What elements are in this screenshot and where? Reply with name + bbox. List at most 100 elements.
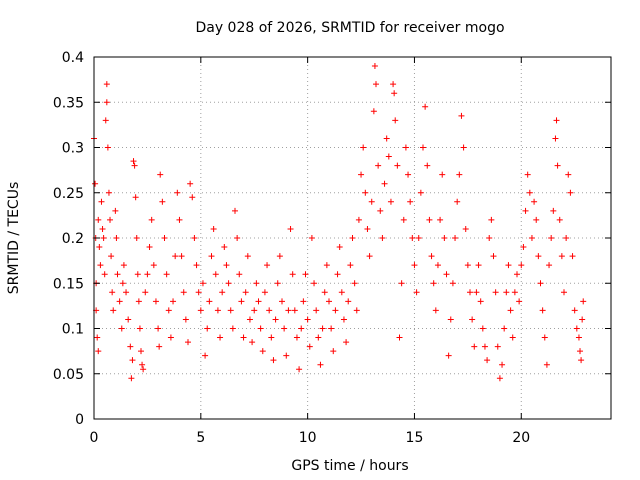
data-point: [268, 334, 275, 341]
data-point: [127, 343, 134, 350]
data-point: [95, 348, 102, 355]
data-point: [499, 361, 506, 368]
data-point: [340, 316, 347, 323]
data-point: [92, 180, 99, 187]
data-point: [567, 189, 574, 196]
data-point: [300, 298, 307, 305]
data-point: [462, 225, 469, 232]
data-point: [522, 207, 529, 214]
data-point: [165, 307, 172, 314]
x-tick-label: 0: [90, 430, 99, 446]
data-point: [332, 307, 339, 314]
data-point: [119, 280, 126, 287]
axis-ticks: [93, 56, 611, 420]
data-point: [432, 307, 439, 314]
data-point: [531, 198, 538, 205]
data-point: [249, 339, 256, 346]
data-point: [526, 189, 533, 196]
data-point: [157, 171, 164, 178]
data-point: [420, 144, 426, 151]
data-point: [283, 352, 290, 359]
data-point: [304, 316, 311, 323]
data-point: [469, 316, 476, 323]
data-point: [524, 171, 531, 178]
data-point: [293, 334, 300, 341]
data-point: [150, 262, 157, 269]
y-tick-label: 0.25: [53, 186, 84, 202]
data-point: [417, 189, 424, 196]
data-point: [415, 235, 422, 241]
data-point: [579, 316, 586, 323]
data-point: [575, 334, 582, 341]
data-point: [405, 171, 412, 178]
data-point: [199, 280, 206, 287]
data-point: [156, 343, 163, 350]
data-point: [518, 262, 525, 269]
data-point: [223, 262, 230, 269]
data-point: [140, 366, 147, 373]
x-tick-label: 15: [406, 430, 424, 446]
data-point: [232, 207, 238, 214]
data-point: [533, 216, 540, 223]
data-point: [103, 99, 110, 106]
data-point: [422, 103, 429, 110]
data-point: [116, 298, 123, 305]
data-point: [202, 352, 209, 359]
data-point: [272, 316, 279, 323]
data-point: [543, 361, 550, 368]
data-point: [449, 280, 456, 287]
data-point: [413, 289, 420, 296]
data-point: [362, 189, 369, 196]
data-point: [105, 189, 112, 196]
data-point: [253, 280, 260, 287]
data-point: [439, 171, 446, 178]
data-point: [554, 162, 561, 169]
data-point: [225, 280, 232, 287]
data-point: [176, 216, 183, 223]
data-point: [110, 307, 117, 314]
data-point: [193, 262, 200, 269]
y-tick-label: 0.3: [62, 141, 84, 157]
data-point: [229, 325, 236, 332]
data-point: [255, 298, 262, 305]
y-tick-label: 0: [75, 412, 84, 428]
data-point: [167, 334, 174, 341]
data-point: [428, 253, 435, 260]
data-point: [97, 262, 104, 269]
data-point: [112, 207, 119, 214]
data-point: [345, 298, 352, 305]
data-point: [392, 117, 399, 124]
data-point: [343, 339, 350, 346]
data-point: [370, 108, 377, 115]
data-point: [563, 235, 570, 241]
data-point: [569, 253, 576, 260]
data-point: [251, 307, 258, 314]
data-point: [276, 253, 283, 260]
data-point: [139, 361, 146, 368]
data-point: [217, 334, 224, 341]
data-point: [507, 307, 514, 314]
data-point: [475, 262, 482, 269]
data-point: [454, 198, 461, 205]
data-point: [492, 289, 499, 296]
data-point: [514, 271, 520, 278]
data-point: [328, 325, 335, 332]
y-tick-labels: 0 0.05 0.1 0.15 0.2 0.25 0.3 0.35 0.4: [53, 50, 84, 428]
data-point: [479, 325, 486, 332]
data-point: [102, 117, 109, 124]
data-point: [187, 180, 194, 187]
x-tick-label: 5: [196, 430, 205, 446]
data-point: [471, 343, 478, 350]
data-point: [180, 289, 187, 296]
data-point: [484, 357, 491, 364]
data-point: [259, 348, 266, 355]
data-point: [208, 253, 215, 260]
data-point: [308, 235, 315, 241]
data-point: [368, 198, 375, 205]
data-point: [125, 316, 132, 323]
data-point: [123, 289, 130, 296]
data-point: [402, 144, 409, 151]
data-point: [390, 81, 397, 88]
data-point: [302, 271, 309, 278]
